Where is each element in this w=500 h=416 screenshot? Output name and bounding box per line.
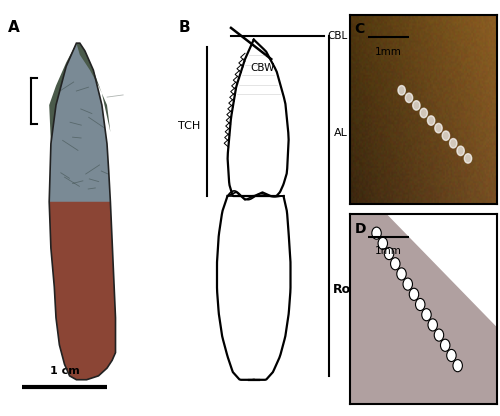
Circle shape: [410, 288, 418, 300]
Circle shape: [428, 116, 435, 125]
Text: C: C: [354, 22, 364, 36]
Circle shape: [378, 237, 388, 250]
Circle shape: [453, 359, 462, 372]
Circle shape: [403, 278, 412, 290]
Circle shape: [464, 154, 471, 163]
Circle shape: [422, 309, 431, 321]
Polygon shape: [350, 214, 498, 404]
Text: 1mm: 1mm: [375, 47, 402, 57]
Circle shape: [428, 319, 438, 331]
Text: TCH: TCH: [178, 121, 201, 131]
Polygon shape: [49, 43, 110, 144]
Text: CBW: CBW: [250, 63, 274, 73]
Circle shape: [446, 349, 456, 362]
Circle shape: [416, 298, 425, 311]
Text: AL: AL: [334, 129, 348, 139]
Circle shape: [442, 131, 450, 141]
Text: D: D: [354, 222, 366, 236]
Circle shape: [420, 108, 428, 118]
Circle shape: [450, 139, 457, 148]
Text: B: B: [178, 20, 190, 35]
Text: A: A: [8, 20, 20, 35]
Polygon shape: [49, 43, 116, 380]
Circle shape: [440, 339, 450, 352]
Circle shape: [406, 93, 412, 103]
Circle shape: [384, 248, 394, 260]
Circle shape: [412, 101, 420, 110]
Text: 1 cm: 1 cm: [50, 366, 80, 376]
Text: Root: Root: [332, 283, 365, 296]
Text: 1mm: 1mm: [375, 246, 402, 256]
Polygon shape: [49, 202, 116, 380]
Circle shape: [397, 268, 406, 280]
Circle shape: [435, 124, 442, 133]
Circle shape: [434, 329, 444, 341]
Circle shape: [390, 258, 400, 270]
Circle shape: [398, 86, 406, 95]
Circle shape: [457, 146, 464, 156]
Circle shape: [372, 227, 382, 239]
Text: CBL: CBL: [327, 31, 347, 41]
Polygon shape: [51, 248, 116, 380]
